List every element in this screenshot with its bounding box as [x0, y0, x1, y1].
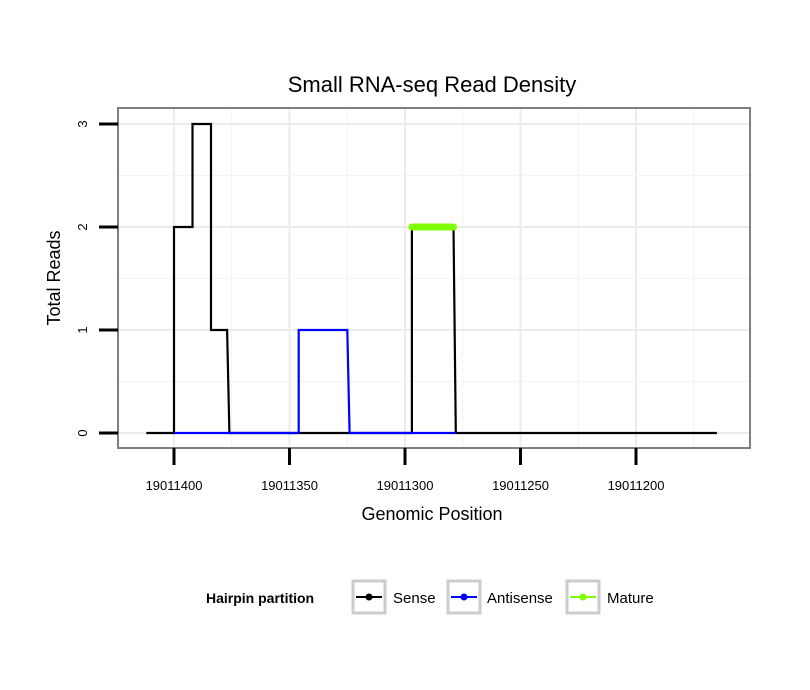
legend-title: Hairpin partition	[206, 590, 314, 606]
y-axis: 0 1 2 3	[75, 120, 118, 437]
y-tick-label: 1	[75, 326, 90, 333]
x-tick-label: 19011400	[146, 478, 203, 493]
chart-title: Small RNA-seq Read Density	[288, 72, 577, 97]
x-tick-label: 19011200	[608, 478, 665, 493]
legend-label-antisense: Antisense	[487, 590, 553, 607]
y-tick-label: 3	[75, 120, 90, 127]
legend-item-sense: Sense	[351, 579, 436, 615]
legend-item-antisense: Antisense	[446, 579, 553, 615]
legend: Hairpin partition Sense Antisense Mature	[206, 579, 654, 615]
x-axis-label: Genomic Position	[361, 504, 502, 524]
plot-border	[117, 107, 751, 449]
legend-dot-sense	[365, 593, 373, 601]
series-line-antisense	[174, 328, 456, 435]
x-tick-label: 19011250	[492, 478, 549, 493]
y-tick-label: 2	[75, 223, 90, 230]
legend-dot-antisense	[460, 593, 468, 601]
legend-dot-mature	[579, 593, 587, 601]
y-tick-label: 0	[75, 429, 90, 436]
y-axis-label: Total Reads	[44, 230, 64, 325]
series-layer	[146, 122, 717, 435]
x-tick-label: 19011350	[261, 478, 318, 493]
legend-label-sense: Sense	[393, 590, 436, 607]
x-axis: 19011400 19011350 19011300 19011250 19011200	[146, 448, 665, 493]
legend-item-mature: Mature	[565, 579, 654, 615]
legend-label-mature: Mature	[607, 590, 654, 607]
x-tick-label: 19011300	[377, 478, 434, 493]
